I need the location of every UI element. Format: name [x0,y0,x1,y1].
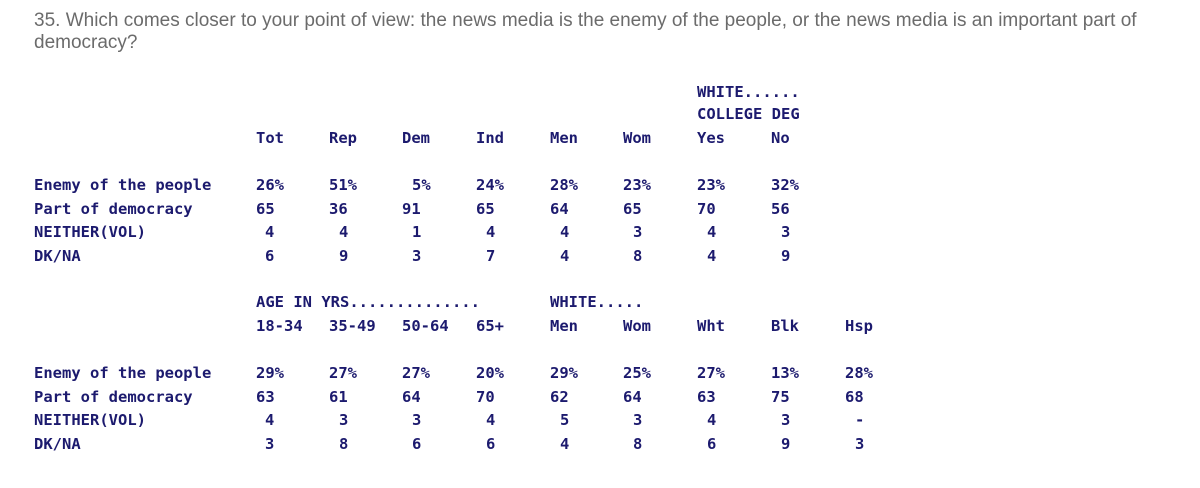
table-cell: 4 [707,411,717,429]
table-cell: 70 [476,388,495,406]
table-cell: 28% [550,176,578,194]
column-header-yes: Yes [697,129,725,147]
table-cell: 63 [256,388,275,406]
row-label: DK/NA [34,435,81,453]
table-cell: 3 [339,411,349,429]
column-header-50-64: 50-64 [402,317,449,335]
table-cell: 4 [707,223,717,241]
table-cell: 20% [476,364,504,382]
table-cell: 68 [845,388,864,406]
row-label: Part of democracy [34,200,193,218]
table-cell: 27% [402,364,430,382]
table-cell: 4 [560,223,570,241]
table-cell: 26% [256,176,284,194]
row-label: Part of democracy [34,388,193,406]
row-label: Enemy of the people [34,176,212,194]
table-cell: 3 [412,247,422,265]
column-header-men: Men [550,129,578,147]
table-cell: 75 [771,388,790,406]
column-header-hsp: Hsp [845,317,873,335]
table-cell: 28% [845,364,873,382]
table-cell: - [855,411,865,429]
table-cell: 5% [412,176,431,194]
table-cell: 32% [771,176,799,194]
group-header-age: AGE IN YRS.............. [256,293,480,311]
table-cell: 4 [339,223,349,241]
table-cell: 3 [633,411,643,429]
column-header-tot: Tot [256,129,284,147]
column-header-wom: Wom [623,129,651,147]
row-label: DK/NA [34,247,81,265]
table-cell: 8 [633,435,643,453]
table-cell: 29% [256,364,284,382]
table-cell: 91 [402,200,421,218]
table-cell: 25% [623,364,651,382]
group-header-college-deg: COLLEGE DEG [697,105,800,123]
column-header-ind: Ind [476,129,504,147]
column-header-blk: Blk [771,317,799,335]
column-header-35-49: 35-49 [329,317,376,335]
table-cell: 36 [329,200,348,218]
table-cell: 4 [560,247,570,265]
group-header-white: WHITE..... [550,293,644,311]
table-cell: 23% [697,176,725,194]
table-cell: 70 [697,200,716,218]
table-cell: 9 [781,435,791,453]
table-cell: 5 [560,411,570,429]
table-cell: 8 [339,435,349,453]
table-cell: 64 [623,388,642,406]
table-cell: 23% [623,176,651,194]
table-cell: 3 [781,223,791,241]
column-header-wom: Wom [623,317,651,335]
column-header-men: Men [550,317,578,335]
table-cell: 3 [855,435,865,453]
table-cell: 4 [486,223,496,241]
table-cell: 4 [265,223,275,241]
row-label: Enemy of the people [34,364,212,382]
column-header-rep: Rep [329,129,357,147]
table-cell: 56 [771,200,790,218]
table-cell: 4 [707,247,717,265]
table-cell: 65 [476,200,495,218]
group-header-white: WHITE...... [697,83,800,101]
table-cell: 4 [265,411,275,429]
table-cell: 13% [771,364,799,382]
table-cell: 3 [265,435,275,453]
question-text: 35. Which comes closer to your point of … [34,10,1137,53]
table-cell: 6 [707,435,717,453]
row-label: NEITHER(VOL) [34,223,146,241]
table-cell: 6 [412,435,422,453]
table-cell: 51% [329,176,357,194]
table-cell: 4 [560,435,570,453]
table-cell: 9 [339,247,349,265]
table-cell: 65 [623,200,642,218]
table-cell: 62 [550,388,569,406]
table-cell: 27% [329,364,357,382]
table-cell: 1 [412,223,422,241]
table-cell: 3 [781,411,791,429]
table-cell: 3 [633,223,643,241]
table-cell: 61 [329,388,348,406]
table-cell: 9 [781,247,791,265]
column-header-18-34: 18-34 [256,317,303,335]
table-cell: 63 [697,388,716,406]
column-header-wht: Wht [697,317,725,335]
table-cell: 64 [550,200,569,218]
table-cell: 7 [486,247,496,265]
table-cell: 24% [476,176,504,194]
table-cell: 6 [265,247,275,265]
column-header-65plus: 65+ [476,317,504,335]
table-cell: 6 [486,435,496,453]
table-cell: 4 [486,411,496,429]
table-cell: 65 [256,200,275,218]
table-cell: 64 [402,388,421,406]
column-header-no: No [771,129,790,147]
row-label: NEITHER(VOL) [34,411,146,429]
table-cell: 27% [697,364,725,382]
column-header-dem: Dem [402,129,430,147]
table-cell: 29% [550,364,578,382]
table-cell: 8 [633,247,643,265]
table-cell: 3 [412,411,422,429]
